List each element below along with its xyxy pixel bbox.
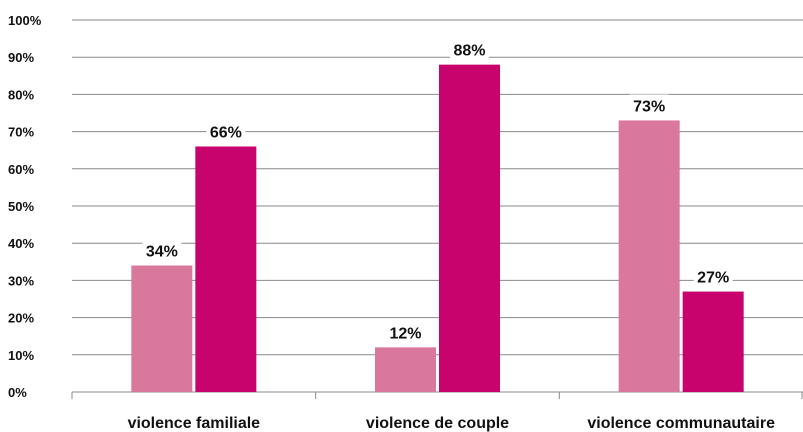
y-axis-tick-labels: 0% 10% 20% 30% 40% 50% 60% 70% 80% 90% 100% — [8, 13, 42, 400]
y-tick-label: 30% — [8, 273, 34, 288]
y-tick-label: 100% — [8, 13, 42, 28]
data-label: 27% — [697, 270, 729, 287]
bar — [682, 291, 744, 392]
bars: 34% 66% 12% 88% 73% 27% — [131, 38, 744, 392]
data-label: 66% — [210, 124, 242, 141]
x-axis-ticks — [71, 392, 803, 399]
data-label-background — [629, 94, 669, 117]
category-labels: violence familiale violence de couple viol… — [128, 415, 775, 432]
y-tick-label: 10% — [8, 348, 34, 363]
y-tick-label: 70% — [8, 125, 34, 140]
bar — [439, 64, 500, 392]
data-label-background — [693, 265, 733, 288]
bar — [375, 347, 436, 392]
data-label-background — [206, 120, 246, 143]
y-tick-label: 80% — [8, 87, 34, 102]
bar — [195, 146, 257, 392]
y-tick-label: 20% — [8, 311, 34, 326]
bar — [618, 120, 680, 392]
gridlines — [72, 19, 803, 356]
category-label: violence communautaire — [587, 415, 775, 432]
data-label: 34% — [146, 244, 178, 261]
data-label-background — [450, 38, 489, 61]
category-label: violence de couple — [366, 415, 509, 432]
data-label: 88% — [453, 43, 485, 60]
data-label: 12% — [389, 325, 421, 342]
y-tick-label: 60% — [8, 162, 34, 177]
y-tick-label: 0% — [8, 385, 27, 400]
data-label-background — [386, 321, 425, 344]
y-tick-label: 90% — [8, 50, 34, 65]
bar — [131, 265, 193, 392]
category-label: violence familiale — [128, 415, 261, 432]
y-tick-label: 40% — [8, 236, 34, 251]
data-label-background — [142, 239, 182, 262]
data-label: 73% — [633, 98, 665, 115]
y-tick-label: 50% — [8, 199, 34, 214]
